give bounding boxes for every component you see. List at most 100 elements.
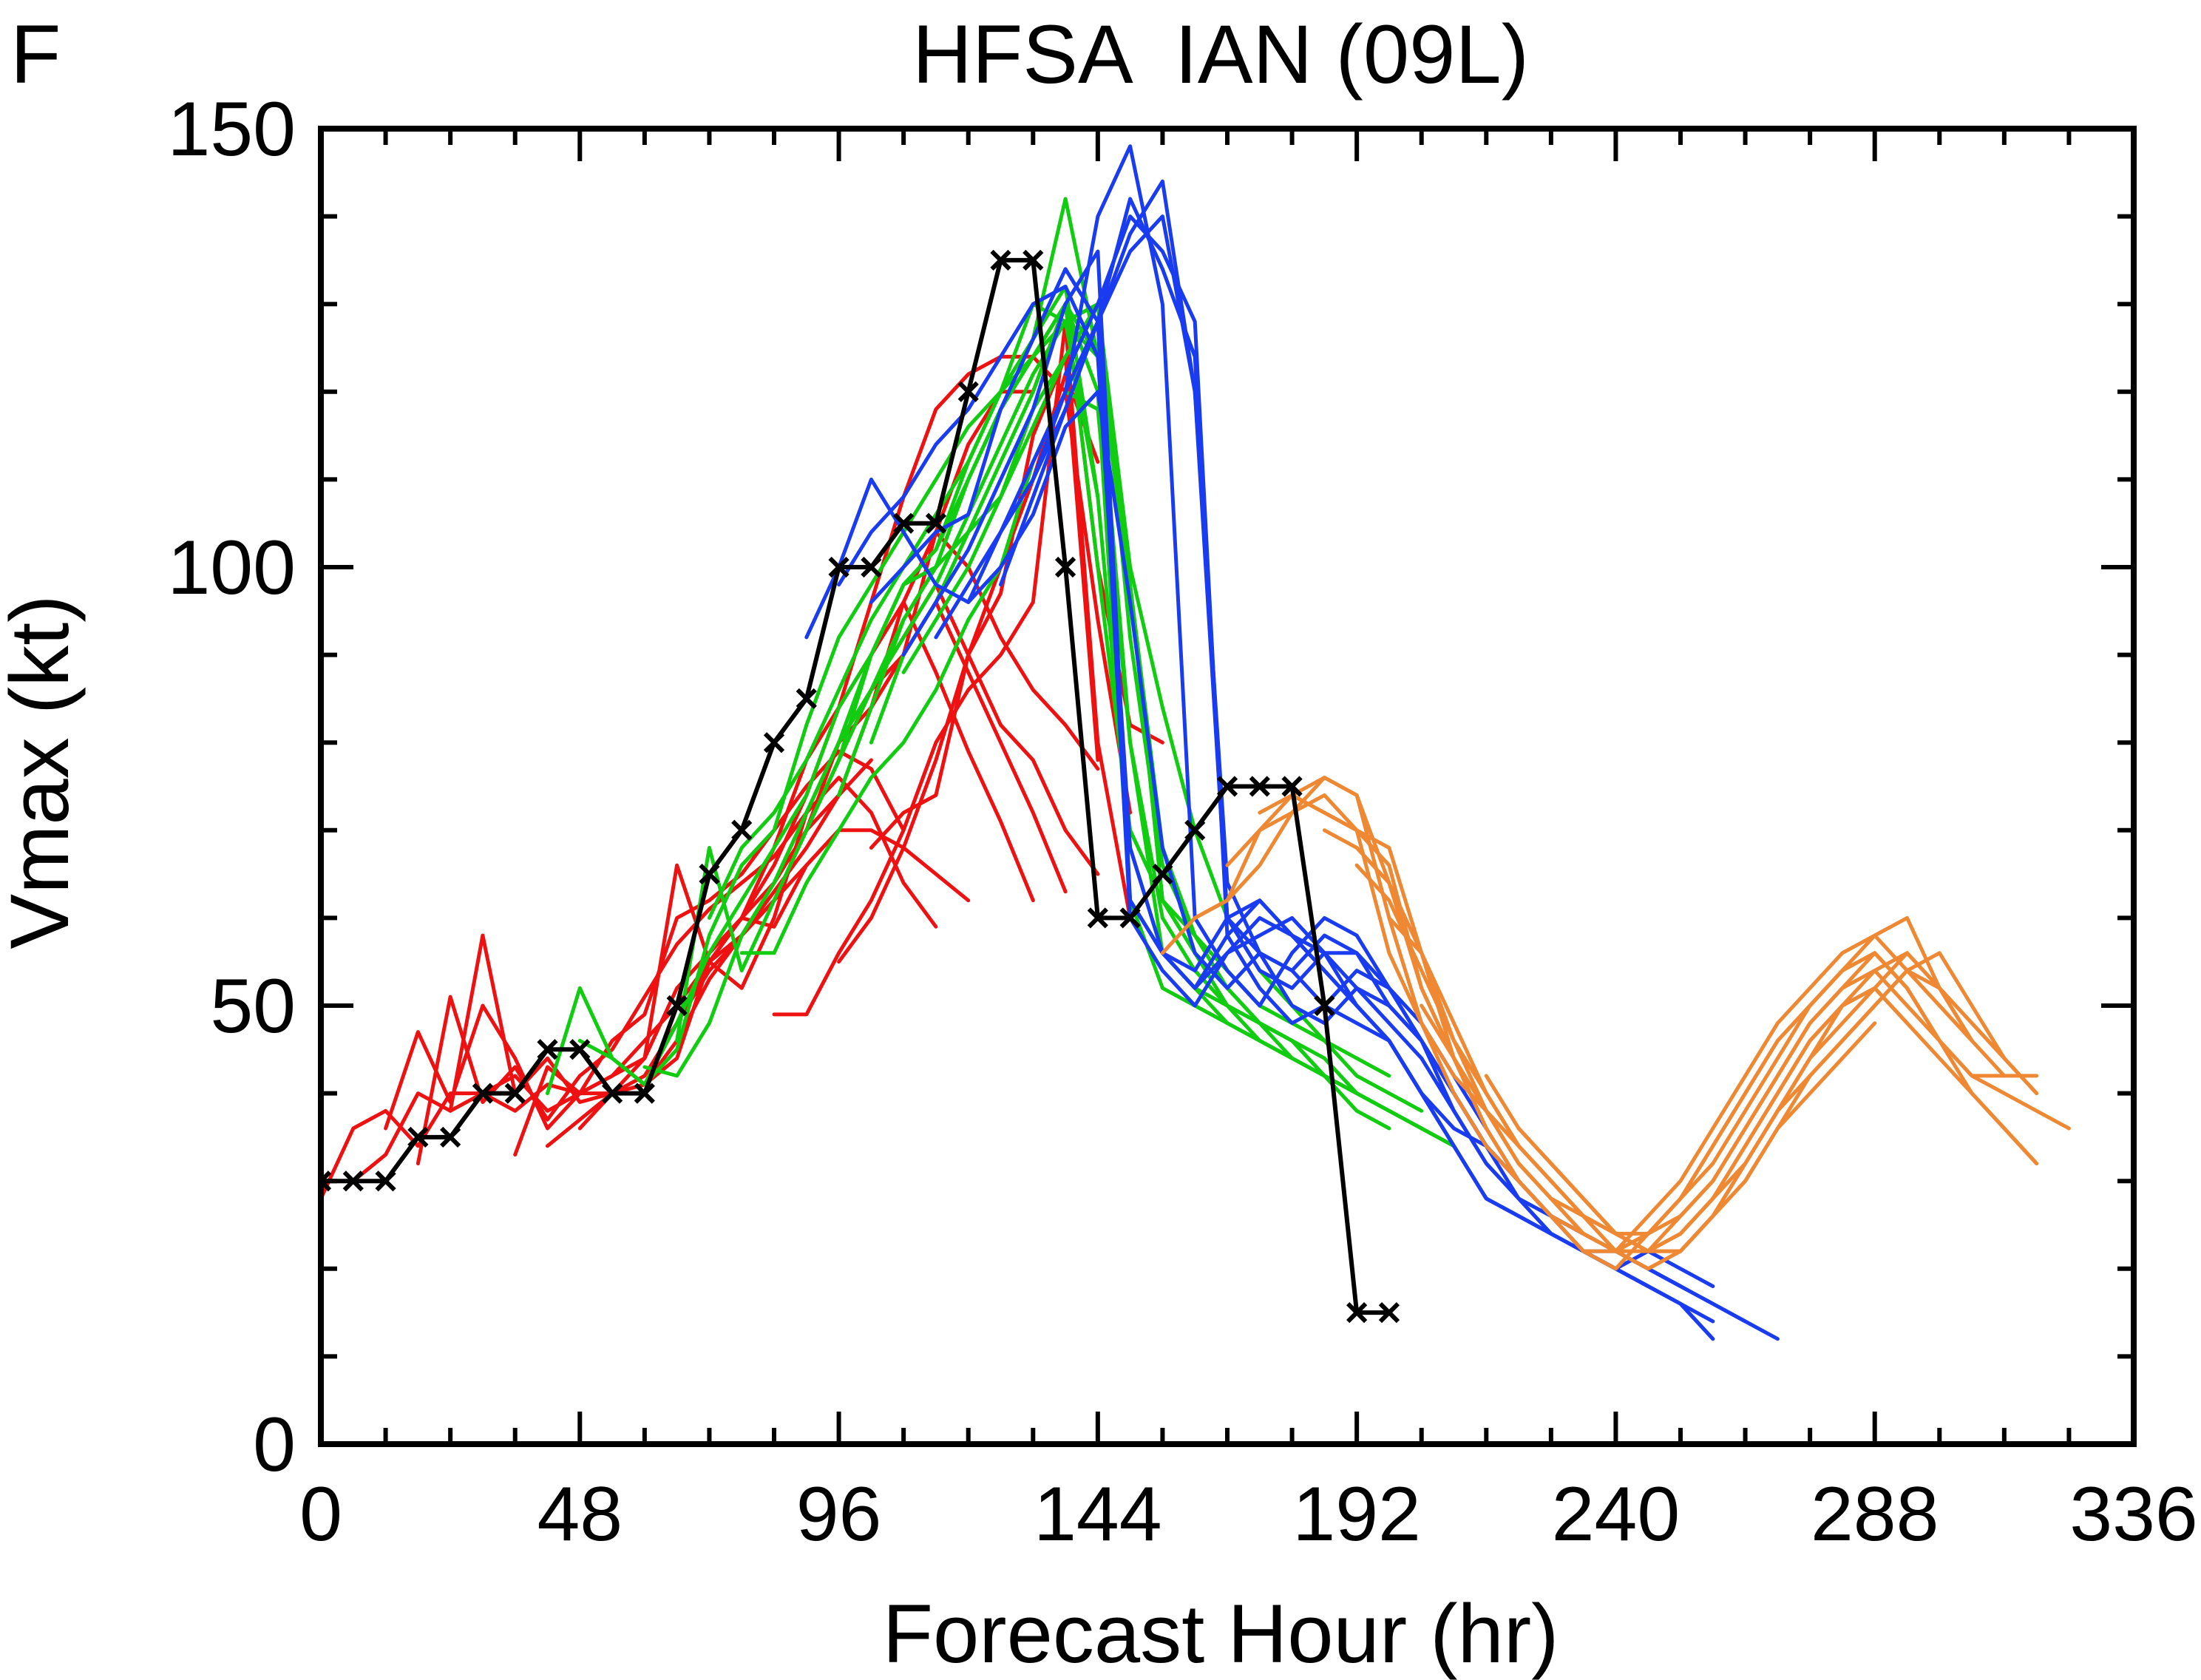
observed-point-marker [1054, 556, 1076, 578]
observed-marker-stroke [601, 1083, 623, 1104]
series-line-green-14 [546, 285, 1100, 1096]
series-line-blue-33 [1063, 214, 1715, 1341]
observed-marker-stroke [1152, 863, 1173, 885]
observed-point-marker [731, 819, 753, 841]
observed-point-marker [1249, 776, 1270, 797]
observed-marker-stroke [1281, 776, 1303, 797]
series-line-blue-25 [804, 390, 1586, 1253]
y-axis-label: Vmax (kt) [0, 595, 86, 949]
observed-marker-stroke [990, 249, 1011, 271]
observed-marker-stroke [634, 1083, 655, 1104]
observed-marker-stroke [537, 1039, 558, 1060]
observed-point-marker [1119, 907, 1141, 929]
x-tick-label: 336 [2069, 1471, 2198, 1557]
observed-marker-stroke [1087, 907, 1108, 929]
series-layer [321, 144, 2071, 1341]
observed-marker-stroke [375, 1171, 396, 1192]
series-line-blue-26 [837, 285, 1618, 1253]
chart-title: HFSA IAN (09L) [912, 8, 1529, 101]
y-tick-label: 150 [167, 87, 296, 172]
observed-marker-stroke [925, 512, 947, 534]
x-tick-label: 96 [796, 1471, 882, 1557]
observed-marker-stroke [731, 819, 753, 841]
observed-marker-stroke [504, 1083, 526, 1104]
observed-marker-stroke [699, 863, 720, 885]
series-line-blue-29 [934, 144, 1715, 1288]
x-tick-label: 48 [537, 1471, 623, 1557]
panel-label: F [10, 8, 61, 101]
observed-marker-stroke [1023, 249, 1044, 271]
observed-point-marker [1216, 776, 1238, 797]
observed-point-marker [666, 995, 688, 1017]
series-line-green-23 [869, 302, 1359, 1096]
observed-marker-stroke [321, 1171, 332, 1185]
observed-point-marker [861, 556, 882, 578]
observed-marker-stroke [1378, 1301, 1400, 1324]
observed-point-marker [569, 1039, 591, 1060]
series-line-red-2 [384, 749, 906, 1131]
series-line-blue-31 [999, 214, 1780, 1341]
observed-point-marker [1378, 1301, 1400, 1324]
observed-marker-stroke [1054, 556, 1076, 578]
observed-point-marker [601, 1083, 623, 1104]
observed-marker-stroke [407, 1126, 429, 1148]
y-tick-label: 0 [253, 1402, 296, 1488]
observed-point-marker [893, 512, 915, 534]
observed-marker-stroke [666, 995, 688, 1017]
observed-point-marker [990, 249, 1011, 271]
observed-marker-stroke [893, 512, 915, 534]
observed-point-marker [1184, 819, 1206, 841]
observed-point-marker [537, 1039, 558, 1060]
observed-marker-stroke [472, 1083, 494, 1104]
observed-point-marker [1087, 907, 1108, 929]
observed-point-marker [375, 1171, 396, 1192]
observed-point-marker [342, 1171, 364, 1192]
x-axis-label: Forecast Hour (hr) [883, 1588, 1559, 1680]
observed-point-marker [321, 1171, 332, 1192]
observed-point-marker [957, 381, 979, 402]
series-line-orange-47 [1549, 969, 1974, 1253]
observed-point-marker [1346, 1301, 1368, 1324]
x-tick-label: 144 [1034, 1471, 1162, 1557]
observed-marker-stroke [1314, 995, 1335, 1017]
observed-marker-stroke [1346, 1301, 1368, 1324]
observed-marker-stroke [828, 556, 849, 578]
observed-point-marker [472, 1083, 494, 1104]
observed-point-marker [1023, 249, 1044, 271]
observed-marker-stroke [342, 1171, 364, 1192]
x-tick-label: 288 [1811, 1471, 1939, 1557]
observed-marker-stroke [957, 381, 979, 402]
observed-point-marker [925, 512, 947, 534]
observed-point-marker [1152, 863, 1173, 885]
observed-marker-stroke [321, 1177, 332, 1192]
observed-marker-stroke [861, 556, 882, 578]
y-tick-label: 100 [167, 525, 296, 611]
x-tick-label: 240 [1552, 1471, 1681, 1557]
observed-point-marker [407, 1126, 429, 1148]
observed-point-marker [634, 1083, 655, 1104]
observed-marker-stroke [1119, 907, 1141, 929]
x-tick-label: 0 [299, 1471, 342, 1557]
series-line-orange-43 [1420, 951, 2039, 1236]
observed-point-marker [699, 863, 720, 885]
series-line-blue-32 [1031, 179, 1715, 1324]
observed-point-marker [1281, 776, 1303, 797]
observed-point-marker [1314, 995, 1335, 1017]
observed-marker-stroke [1216, 776, 1238, 797]
axes-layer: 0 48 96 144 192 240 288 336 0 50 100 150 [167, 87, 2197, 1557]
series-line-orange-39 [1290, 793, 2007, 1253]
series-line-red-3 [416, 776, 938, 1165]
x-tick-label: 192 [1292, 1471, 1421, 1557]
observed-point-marker [796, 688, 817, 710]
observed-marker-stroke [1249, 776, 1270, 797]
observed-point-marker [504, 1083, 526, 1104]
y-tick-label: 50 [210, 963, 296, 1049]
observed-point-marker [763, 732, 785, 753]
observed-layer [321, 249, 1400, 1324]
observed-series-line [321, 257, 1391, 1315]
observed-marker-stroke [1184, 819, 1206, 841]
observed-point-marker [440, 1126, 461, 1148]
observed-marker-stroke [440, 1126, 461, 1148]
observed-point-marker [828, 556, 849, 578]
